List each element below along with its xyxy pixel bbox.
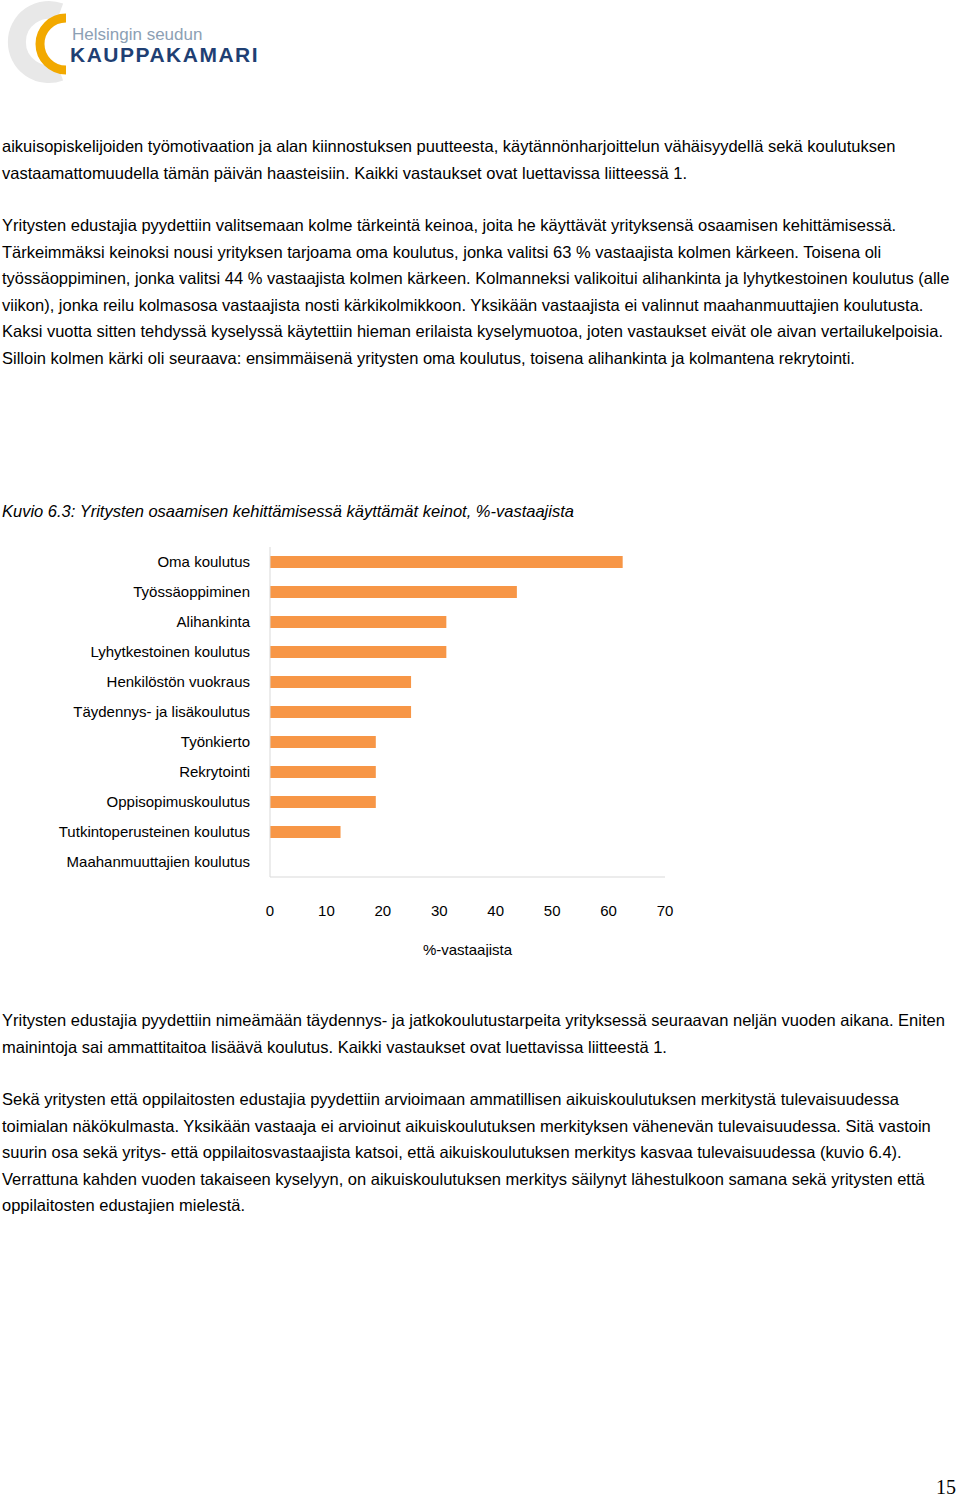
svg-text:Rekrytointi: Rekrytointi: [179, 763, 250, 780]
svg-text:Helsingin seudun: Helsingin seudun: [72, 25, 202, 44]
svg-text:70: 70: [657, 902, 674, 919]
html-text:Kuvio 6.3: Yritysten osaamisen: Kuvio 6.3: Yritysten osaamisen kehittämi…: [2, 502, 574, 520]
svg-text:Henkilöstön vuokraus: Henkilöstön vuokraus: [107, 673, 250, 690]
html-text:15: 15: [936, 1476, 956, 1498]
svg-text:0: 0: [266, 902, 274, 919]
html-text:Sekä yritysten että oppilaitos: Sekä yritysten että oppilaitosten edusta…: [2, 1090, 931, 1214]
svg-text:Työssäoppiminen: Työssäoppiminen: [133, 583, 250, 600]
svg-text:50: 50: [544, 902, 561, 919]
svg-text:Oppisopimuskoulutus: Oppisopimuskoulutus: [107, 793, 250, 810]
svg-text:60: 60: [600, 902, 617, 919]
svg-text:Oma koulutus: Oma koulutus: [157, 553, 250, 570]
svg-text:Täydennys- ja lisäkoulutus: Täydennys- ja lisäkoulutus: [73, 703, 250, 720]
html-text:Yritysten edustajia pyydettiin: Yritysten edustajia pyydettiin nimeämään…: [2, 1011, 945, 1056]
svg-text:KAUPPAKAMARI: KAUPPAKAMARI: [70, 43, 259, 66]
svg-text:20: 20: [375, 902, 392, 919]
svg-text:Lyhytkestoinen koulutus: Lyhytkestoinen koulutus: [90, 643, 250, 660]
svg-text:Alihankinta: Alihankinta: [177, 613, 251, 630]
svg-text:30: 30: [431, 902, 448, 919]
svg-text:Maahanmuuttajien koulutus: Maahanmuuttajien koulutus: [67, 853, 250, 870]
svg-text:Työnkierto: Työnkierto: [181, 733, 250, 750]
svg-text:10: 10: [318, 902, 335, 919]
svg-text:%-vastaajista: %-vastaajista: [423, 941, 513, 957]
html-text:aikuisopiskelijoiden työmotiva: aikuisopiskelijoiden työmotivaation ja a…: [2, 137, 896, 182]
html-text:Yritysten edustajia pyydettiin: Yritysten edustajia pyydettiin valitsema…: [2, 216, 950, 367]
svg-text:Tutkintoperusteinen koulutus: Tutkintoperusteinen koulutus: [59, 823, 250, 840]
svg-text:40: 40: [487, 902, 504, 919]
